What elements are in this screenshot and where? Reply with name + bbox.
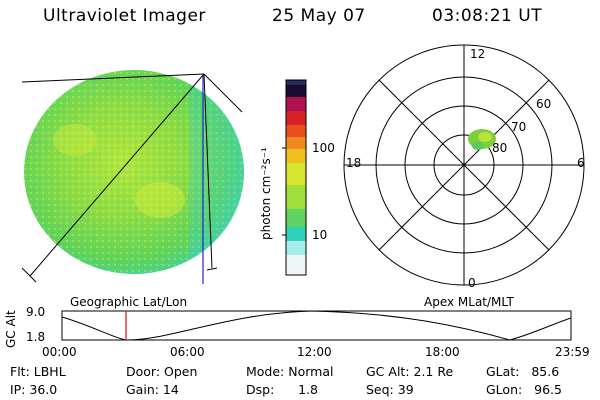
ip-readout: IP: 36.0 xyxy=(10,382,58,397)
alt-xtick-2359: 23:59 xyxy=(555,345,590,359)
altitude-orbit-plot xyxy=(61,310,572,341)
mlt-label-18: 18 xyxy=(346,156,362,170)
uv-earth-image xyxy=(24,70,244,274)
mlt-label-0: 0 xyxy=(468,276,476,290)
polar-mlat-mlt-plot xyxy=(343,44,585,286)
gain-readout: Gain: 14 xyxy=(126,382,179,397)
gc-alt-axis-label: GC Alt xyxy=(4,310,18,348)
colorbar-tick-10: 10 xyxy=(312,228,328,242)
colorbar-unit-label: photon cm⁻²s⁻¹ xyxy=(259,147,273,240)
mlt-label-6: 6 xyxy=(577,156,585,170)
colorbar-tick-100: 100 xyxy=(312,141,335,155)
alt-ytick-9: 9.0 xyxy=(26,305,46,319)
aurora-patch xyxy=(468,129,496,150)
geographic-subtitle: Geographic Lat/Lon xyxy=(70,295,188,309)
date-label: 25 May 07 xyxy=(272,6,366,26)
filter-readout: Flt: LBHL xyxy=(10,364,66,379)
door-readout: Door: Open xyxy=(126,364,198,379)
mlt-label-12: 12 xyxy=(470,47,486,61)
alt-xtick-0000: 00:00 xyxy=(42,345,77,359)
alt-xtick-1800: 18:00 xyxy=(425,345,460,359)
alt-xtick-0600: 06:00 xyxy=(170,345,205,359)
mlat-label-80: 80 xyxy=(492,141,508,155)
dsp-readout: Dsp: 1.8 xyxy=(246,382,319,397)
gc-alt-readout: GC Alt: 2.1 Re xyxy=(366,364,454,379)
time-label: 03:08:21 UT xyxy=(432,6,543,26)
alt-ytick-1-8: 1.8 xyxy=(26,330,46,344)
mlat-label-60: 60 xyxy=(536,97,552,111)
apex-subtitle: Apex MLat/MLT xyxy=(424,295,514,309)
geographic-grid-lines xyxy=(21,73,243,283)
colorbar xyxy=(282,79,307,276)
seq-readout: Seq: 39 xyxy=(366,382,414,397)
alt-xtick-1200: 12:00 xyxy=(297,345,332,359)
mode-readout: Mode: Normal xyxy=(246,364,334,379)
glon-readout: GLon: 96.5 xyxy=(486,382,562,397)
glat-readout: GLat: 85.6 xyxy=(486,364,560,379)
mlat-label-70: 70 xyxy=(511,120,527,134)
app-title: Ultraviolet Imager xyxy=(43,6,206,26)
